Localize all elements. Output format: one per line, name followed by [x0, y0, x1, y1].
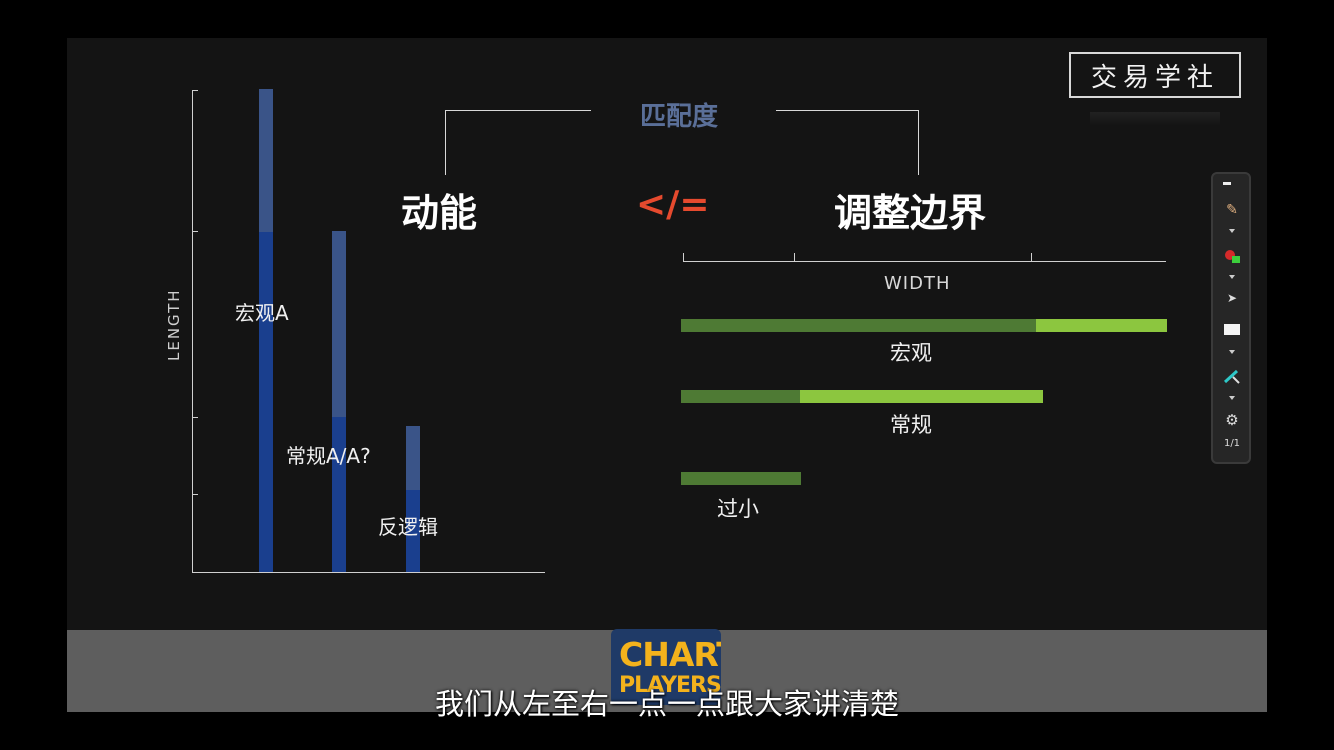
x-tick: [794, 253, 795, 261]
logo-line-1: CHART: [619, 635, 721, 674]
y-tick: [192, 231, 198, 232]
bracket-right: [776, 110, 919, 175]
width-axis-label: WIDTH: [884, 273, 951, 294]
highlighter-icon[interactable]: [1223, 368, 1241, 384]
length-bar-contrarian: [406, 426, 420, 572]
chart-players-logo: CHART PLAYERS: [611, 629, 721, 705]
y-tick: [192, 494, 198, 495]
adjust-boundary-term: 调整边界: [834, 191, 987, 235]
y-tick: [192, 90, 198, 91]
length-bar-regular: [332, 231, 346, 572]
width-label-macro: 宏观: [890, 341, 932, 365]
width-axis: [683, 261, 1166, 262]
baseline-axis: [192, 572, 545, 573]
length-axis-label: LENGTH: [165, 288, 183, 361]
color-picker-icon[interactable]: [1223, 248, 1241, 264]
settings-icon[interactable]: ⚙: [1225, 411, 1239, 429]
pen-dropdown-icon[interactable]: [1229, 229, 1235, 233]
brand-reflection: [1090, 112, 1220, 126]
drag-handle-icon[interactable]: [1223, 182, 1231, 185]
brand-box: 交易学社: [1069, 52, 1241, 98]
width-bar-macro: [681, 319, 1167, 332]
page-indicator: 1/1: [1223, 438, 1241, 449]
annotation-toolbar: ✎ ➤ ⚙ 1/1: [1211, 172, 1251, 464]
pointer-icon[interactable]: ➤: [1226, 291, 1238, 305]
pen-icon[interactable]: ✎: [1226, 202, 1238, 218]
x-tick: [1031, 253, 1032, 261]
length-axis: [192, 90, 193, 572]
x-tick: [683, 253, 684, 261]
width-bar-small: [681, 472, 801, 485]
bar-label-contrarian: 反逻辑: [378, 515, 438, 539]
y-tick: [192, 417, 198, 418]
width-bar-regular: [681, 390, 1043, 403]
eraser-icon[interactable]: [1223, 322, 1241, 338]
momentum-term: 动能: [401, 191, 478, 235]
bracket-left: [445, 110, 591, 175]
eraser-dropdown-icon[interactable]: [1229, 350, 1235, 354]
less-equal-operator: </=: [636, 184, 710, 225]
brand-text: 交易学社: [1090, 62, 1219, 93]
width-label-regular: 常规: [890, 413, 932, 437]
match-degree-heading: 匹配度: [640, 102, 719, 132]
logo-line-2: PLAYERS: [619, 673, 721, 698]
bar-label-macro: 宏观A: [235, 301, 289, 325]
bar-label-regular: 常规A/A?: [286, 444, 371, 468]
video-subtitle: 我们从左至右一点一点跟大家讲清楚: [434, 687, 899, 721]
length-bar-macro: [259, 89, 273, 572]
width-label-small: 过小: [717, 497, 759, 521]
color-dropdown-icon[interactable]: [1229, 275, 1235, 279]
highlighter-dropdown-icon[interactable]: [1229, 396, 1235, 400]
